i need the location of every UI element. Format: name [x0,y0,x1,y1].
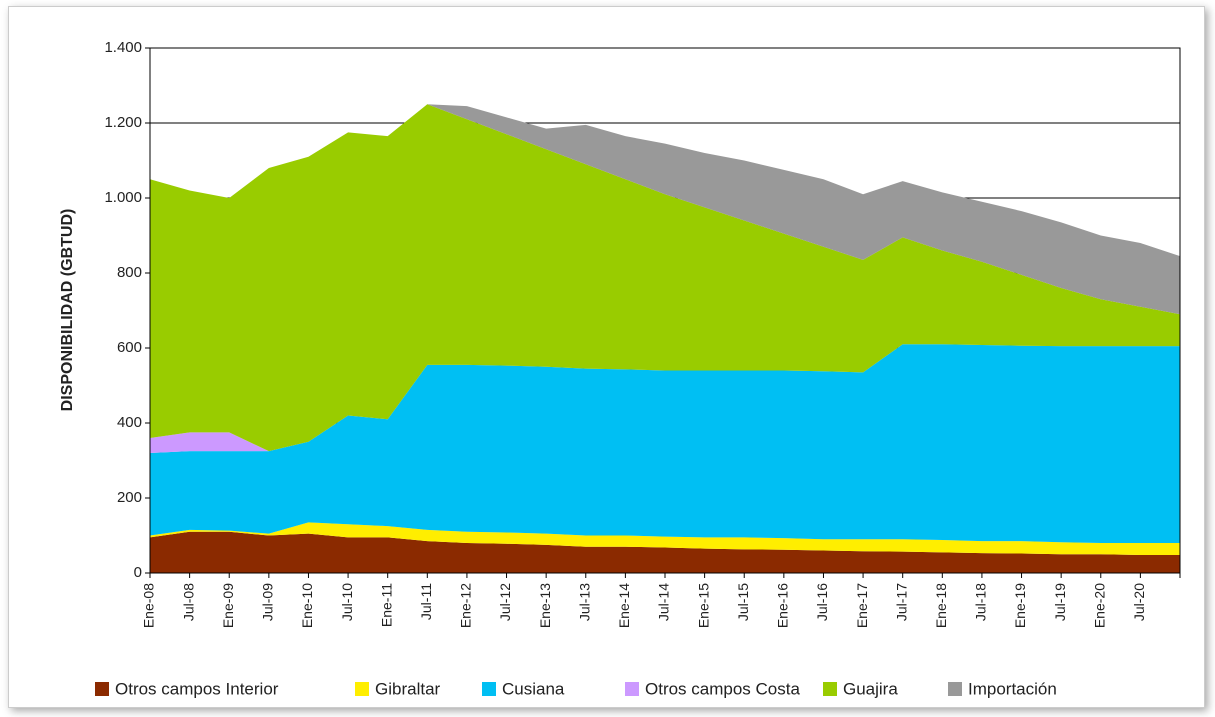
legend-swatch [95,682,109,696]
y-tick-label: 200 [117,489,142,506]
x-tick-label: Ene-12 [458,583,474,628]
x-tick-label: Ene-17 [854,583,870,628]
legend-label: Importación [968,679,1057,698]
legend-swatch [482,682,496,696]
x-tick-label: Jul-15 [735,583,751,621]
legend-swatch [625,682,639,696]
y-tick-label: 1.200 [104,114,142,131]
area [150,344,1180,543]
x-tick-label: Ene-16 [775,583,791,628]
area [150,531,1180,573]
legend-label: Gibraltar [375,679,441,698]
y-tick-label: 800 [117,264,142,281]
x-tick-label: Ene-10 [299,583,315,628]
legend-swatch [948,682,962,696]
area [150,104,1180,452]
legend-swatch [823,682,837,696]
legend-label: Guajira [843,679,898,698]
x-tick-label: Jul-11 [418,583,434,620]
x-tick-label: Jul-09 [260,583,276,621]
x-tick-label: Jul-08 [180,583,196,621]
x-tick-label: Ene-09 [220,583,236,628]
x-tick-label: Jul-20 [1131,583,1147,621]
x-tick-label: Ene-19 [1012,583,1028,628]
y-tick-label: 1.400 [104,39,142,56]
x-tick-label: Ene-18 [933,583,949,628]
area [150,522,1180,555]
x-tick-label: Jul-16 [814,583,830,621]
y-tick-label: 600 [117,339,142,356]
area [150,104,1180,315]
x-tick-label: Ene-11 [378,583,394,627]
y-tick-label: 1.000 [104,189,142,206]
y-tick-label: 400 [117,414,142,431]
legend-label: Otros campos Costa [645,679,800,698]
x-tick-label: Jul-12 [497,583,513,621]
y-axis-title: DISPONIBILIDAD (GBTUD) [59,209,76,412]
x-tick-label: Ene-08 [141,583,157,628]
x-tick-label: Jul-13 [576,583,592,621]
y-tick-label: 0 [134,564,142,581]
x-tick-label: Ene-13 [537,583,553,628]
x-tick-label: Ene-15 [695,583,711,628]
x-tick-label: Ene-20 [1091,583,1107,628]
legend-label: Cusiana [502,679,565,698]
legend-label: Otros campos Interior [115,679,279,698]
x-tick-label: Jul-19 [1052,583,1068,621]
x-tick-label: Ene-14 [616,583,632,628]
x-tick-label: Jul-18 [973,583,989,621]
x-tick-label: Jul-14 [656,583,672,621]
x-tick-label: Jul-17 [893,583,909,621]
legend-swatch [355,682,369,696]
x-tick-label: Jul-10 [339,583,355,621]
